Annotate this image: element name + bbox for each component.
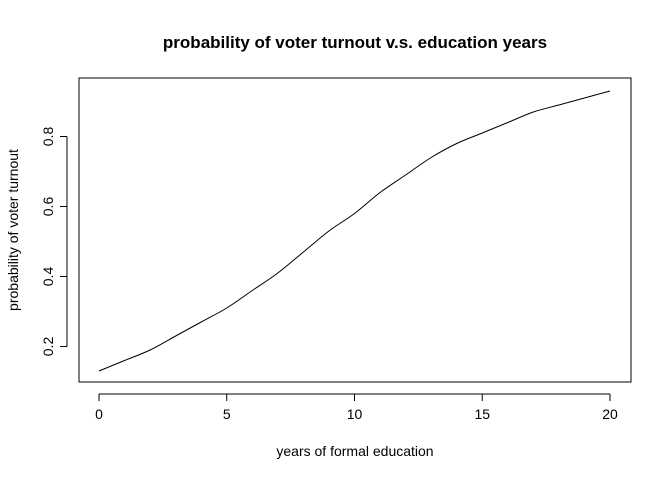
y-tick-label: 0.8 xyxy=(40,127,56,147)
chart-title: probability of voter turnout v.s. educat… xyxy=(163,33,547,52)
y-tick-label: 0.4 xyxy=(40,267,56,287)
x-tick-label: 15 xyxy=(474,406,490,422)
y-axis: 0.2 0.4 0.6 0.8 xyxy=(40,127,68,357)
x-axis: 0 5 10 15 20 xyxy=(95,393,618,422)
x-tick-label: 5 xyxy=(223,406,231,422)
y-tick-label: 0.2 xyxy=(40,337,56,357)
series-layer xyxy=(98,90,611,372)
x-tick-label: 20 xyxy=(602,406,618,422)
x-tick-label: 10 xyxy=(347,406,363,422)
plot-area-frame xyxy=(78,77,632,383)
y-axis-label: probability of voter turnout xyxy=(5,149,21,311)
x-axis-label: years of formal education xyxy=(276,443,433,459)
x-tick-label: 0 xyxy=(95,406,103,422)
series-line xyxy=(98,90,611,372)
y-tick-label: 0.6 xyxy=(40,197,56,217)
